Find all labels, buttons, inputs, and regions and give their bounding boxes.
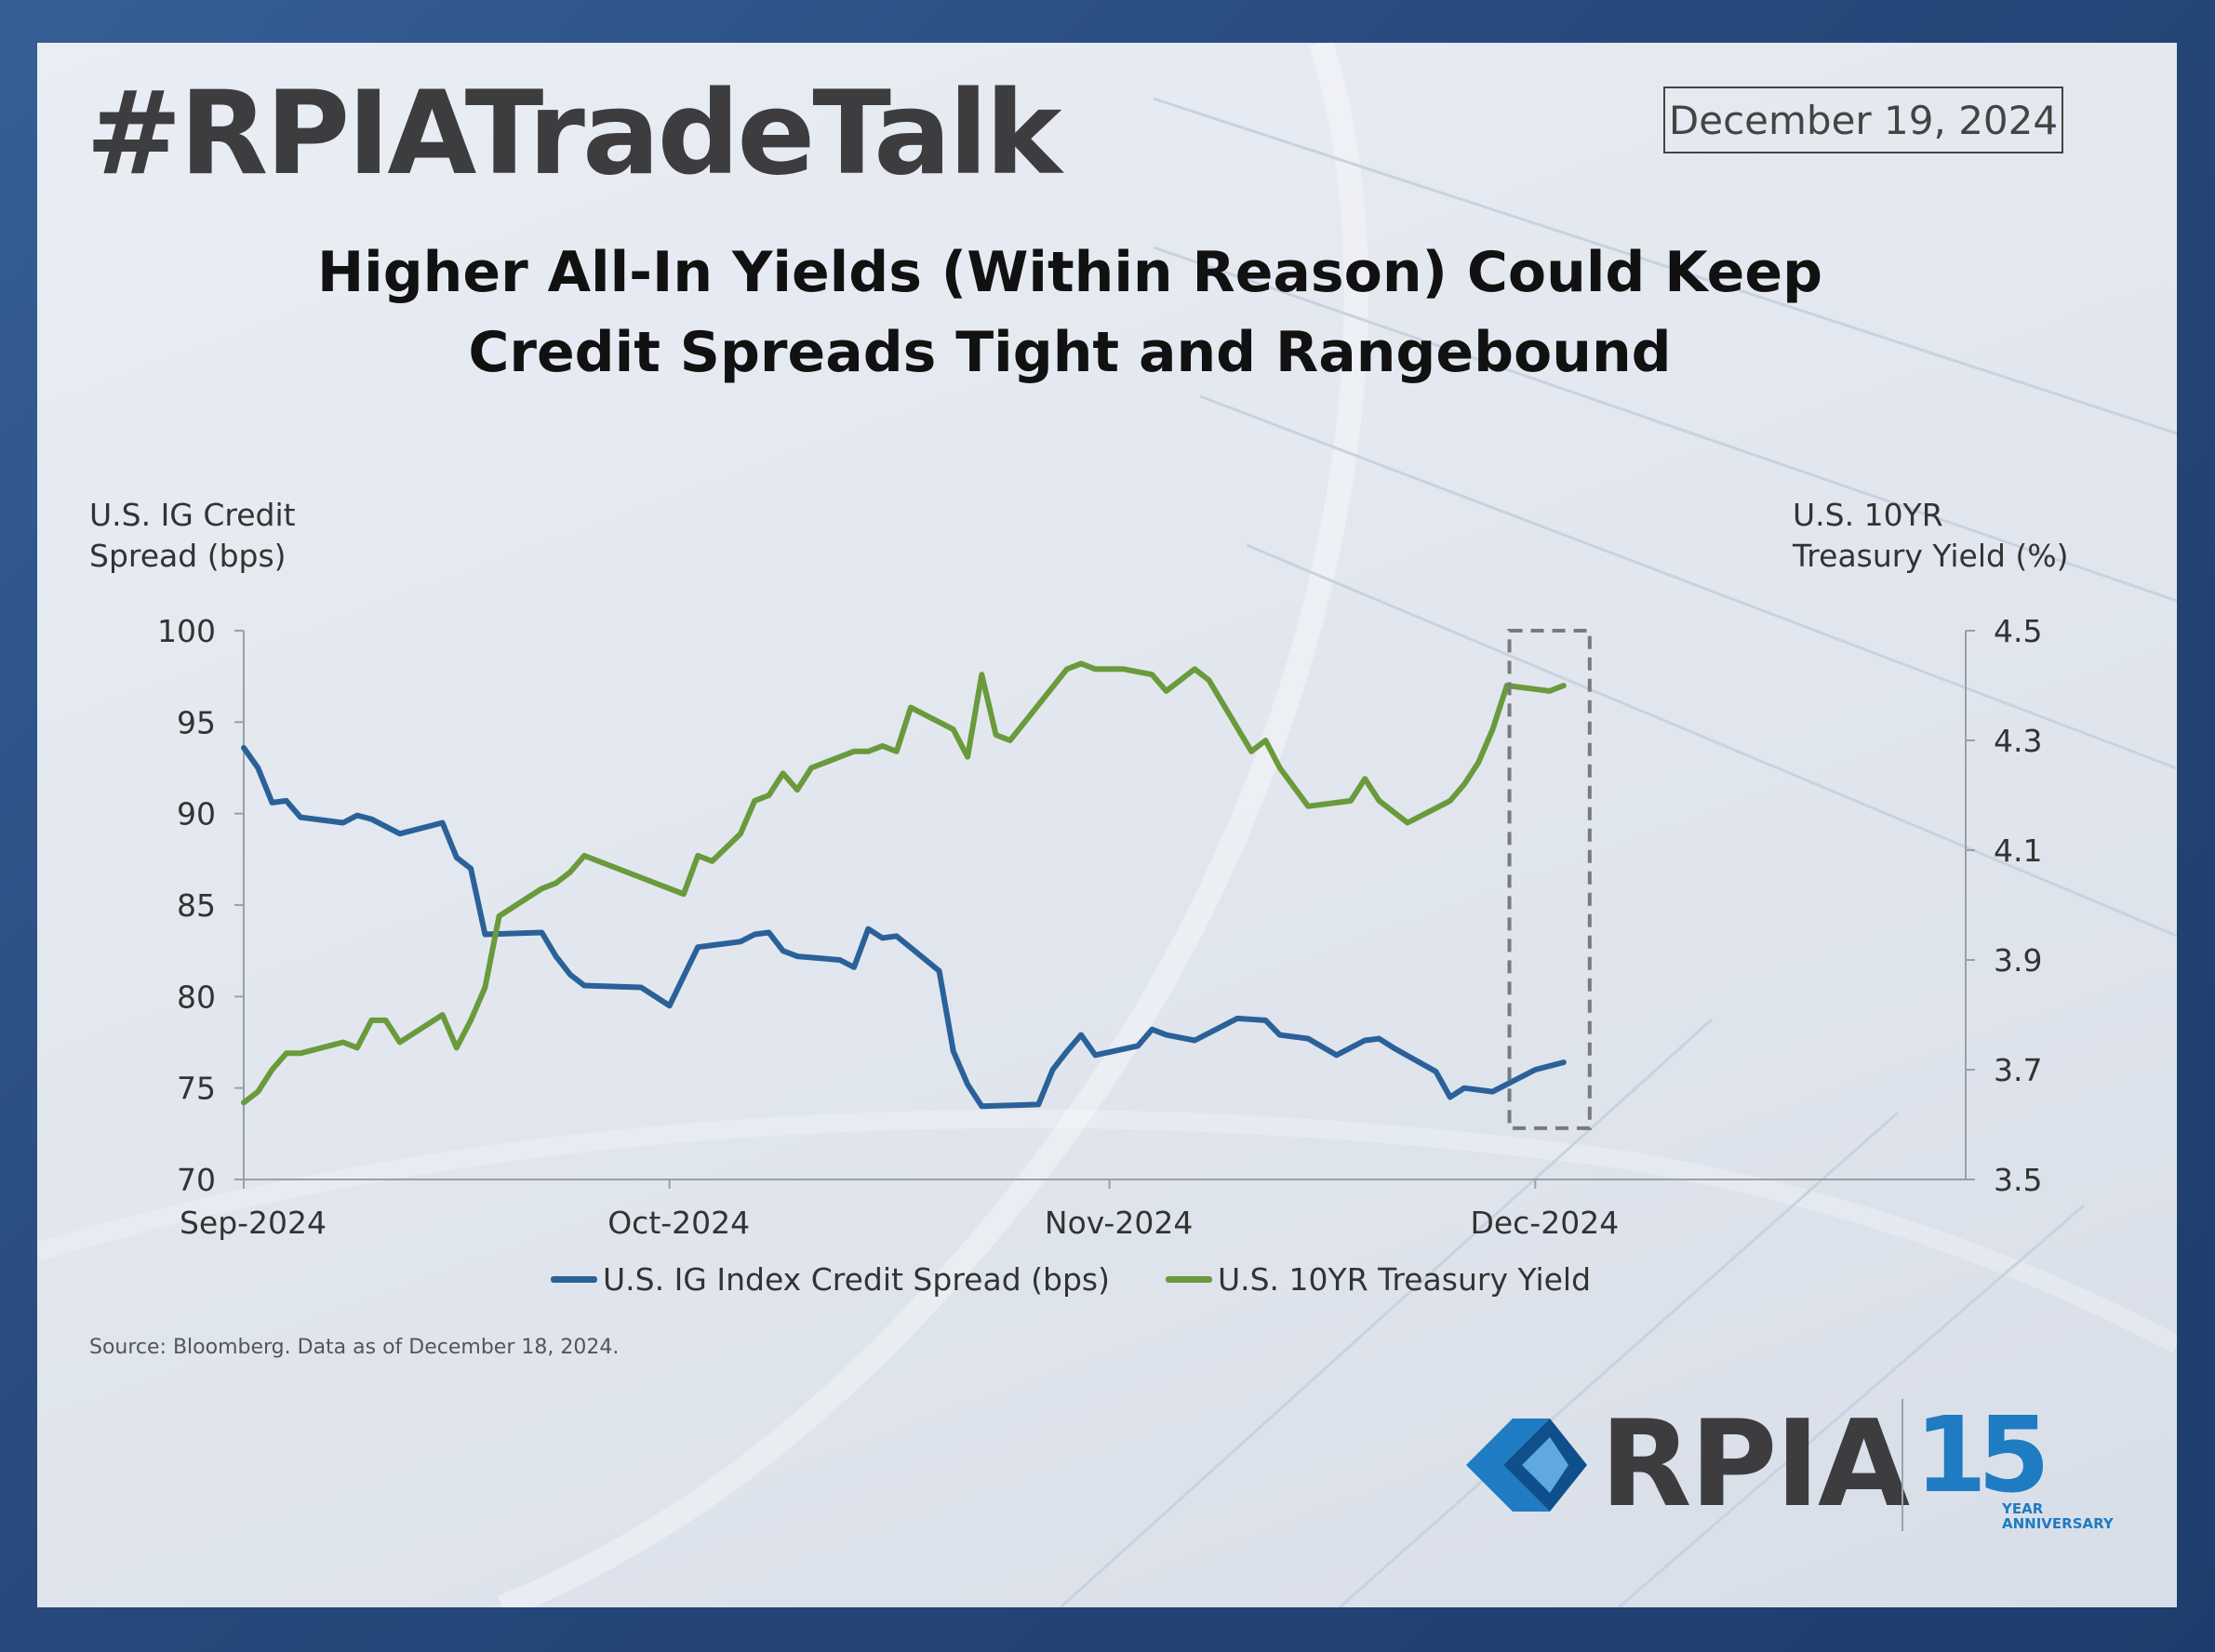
left-axis-title-line-2: Spread (bps) (89, 538, 287, 574)
hashtag-heading: #RPIATradeTalk (86, 67, 1062, 201)
chart-title-line-2: Credit Spreads Tight and Rangebound (468, 320, 1672, 385)
chart-title: Higher All-In Yields (Within Reason) Cou… (140, 233, 2000, 393)
right-axis-title: U.S. 10YR Treasury Yield (%) (1793, 495, 2069, 577)
legend-swatch-spread (551, 1275, 597, 1283)
x-tick-label: Sep-2024 (180, 1205, 327, 1241)
right-axis-title-line-1: U.S. 10YR (1793, 497, 1943, 533)
background-decoration (37, 43, 2177, 1607)
rpia-logo: RPIA 15 YEAR ANNIVERSARY (1433, 1386, 2121, 1544)
legend-item-yield: U.S. 10YR Treasury Yield (1165, 1260, 1592, 1298)
series-line-treasury-yield (241, 660, 1567, 1106)
anniversary-number: 15 (1915, 1395, 2050, 1516)
highlight-box (1507, 629, 1592, 1130)
date-box: December 19, 2024 (1663, 87, 2063, 153)
right-axis-title-line-2: Treasury Yield (%) (1793, 538, 2069, 574)
x-tick-label: Nov-2024 (1045, 1205, 1193, 1241)
anniversary-word: ANNIVERSARY (2002, 1515, 2114, 1532)
left-axis-title: U.S. IG Credit Spread (bps) (89, 495, 296, 577)
x-tick-label: Oct-2024 (607, 1205, 750, 1241)
axes-layer: 100 95 90 85 80 75 70 4.5 4.3 4.1 3.9 3.7 3.5 Sep-202… (157, 613, 2042, 1241)
right-tick-label: 3.9 (1994, 942, 2042, 979)
legend-swatch-yield (1165, 1275, 1212, 1283)
right-tick-label: 3.7 (1994, 1052, 2042, 1088)
source-note: Source: Bloomberg. Data as of December 1… (89, 1336, 620, 1359)
left-tick-label: 85 (177, 887, 216, 924)
marks-layer (241, 629, 1592, 1130)
series-line-credit-spread (241, 744, 1567, 1110)
rpia-logo-mark-icon (1466, 1419, 1587, 1512)
anniversary-year-word: YEAR (2002, 1500, 2044, 1517)
anniversary-text: YEAR ANNIVERSARY (2002, 1501, 2114, 1531)
legend-label-yield: U.S. 10YR Treasury Yield (1217, 1260, 1592, 1298)
legend-label-spread: U.S. IG Index Credit Spread (bps) (603, 1260, 1110, 1298)
right-tick-label: 4.1 (1994, 833, 2042, 869)
legend-item-spread: U.S. IG Index Credit Spread (bps) (551, 1261, 1110, 1298)
chart-title-line-1: Higher All-In Yields (Within Reason) Cou… (316, 240, 1823, 305)
left-axis-title-line-1: U.S. IG Credit (89, 497, 296, 533)
x-tick-label: Dec-2024 (1470, 1205, 1619, 1241)
slide-card (37, 43, 2177, 1607)
logo-divider (1901, 1399, 1903, 1531)
right-tick-label: 4.5 (1994, 613, 2042, 649)
right-tick-label: 3.5 (1994, 1162, 2042, 1198)
left-tick-label: 75 (177, 1071, 216, 1107)
left-tick-label: 90 (177, 796, 216, 833)
left-tick-label: 100 (157, 613, 216, 649)
right-tick-label: 4.3 (1994, 723, 2042, 759)
left-tick-label: 95 (177, 704, 216, 740)
left-tick-label: 70 (177, 1162, 216, 1198)
rpia-logo-text: RPIA (1600, 1395, 1910, 1534)
left-tick-label: 80 (177, 979, 216, 1015)
chart-legend: U.S. IG Index Credit Spread (bps) U.S. 1… (551, 1256, 1591, 1302)
